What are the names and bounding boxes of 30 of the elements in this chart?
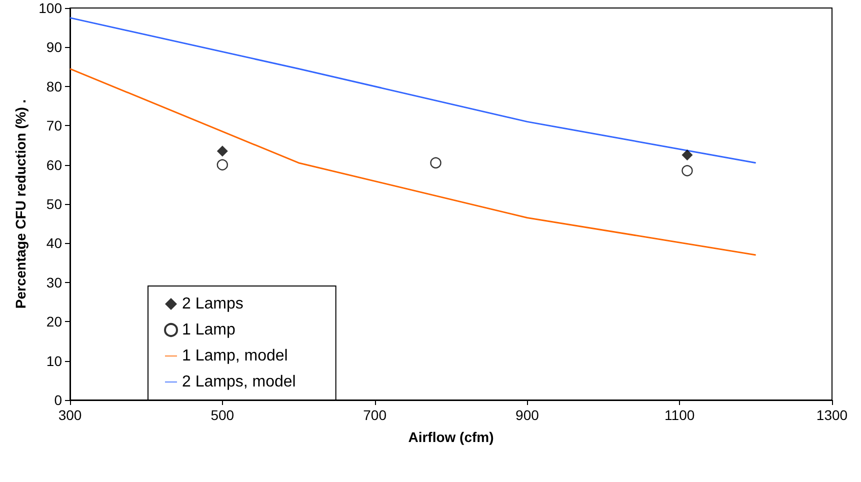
y-tick-label: 100	[38, 0, 62, 16]
y-tick-label: 80	[46, 78, 62, 94]
y-tick-label: 60	[46, 156, 62, 173]
x-axis-title: Airflow (cfm)	[408, 429, 494, 445]
y-tick-label: 10	[46, 352, 62, 369]
y-tick-label: 30	[46, 274, 62, 290]
line-series	[69, 17, 757, 164]
legend-label: 2 Lamps, model	[182, 374, 296, 390]
y-tick-label: 20	[46, 314, 62, 330]
x-tick-label: 300	[58, 407, 82, 423]
legend-label: 1 Lamp	[182, 322, 236, 338]
point	[682, 150, 693, 160]
line-series	[69, 68, 757, 256]
point	[216, 146, 228, 157]
y-tick-label: 90	[46, 39, 62, 56]
x-tick-label: 900	[516, 407, 540, 423]
y-axis-title: Percentage CFU reduction (%) .	[12, 99, 29, 309]
y-tick-label: 0	[54, 392, 62, 408]
y-tick-label: 50	[46, 196, 62, 212]
point	[430, 157, 442, 168]
y-tick-label: 40	[46, 235, 62, 252]
point	[216, 159, 228, 170]
x-tick-label: 700	[363, 407, 387, 423]
x-tick-label: 1300	[816, 407, 848, 423]
x-tick-label: 1100	[664, 407, 695, 423]
point	[682, 165, 693, 176]
y-tick-label: 70	[46, 118, 62, 134]
legend-label: 1 Lamp, model	[182, 348, 288, 364]
legend-label: 2 Lamps	[182, 296, 244, 312]
x-tick-label: 500	[210, 407, 234, 423]
